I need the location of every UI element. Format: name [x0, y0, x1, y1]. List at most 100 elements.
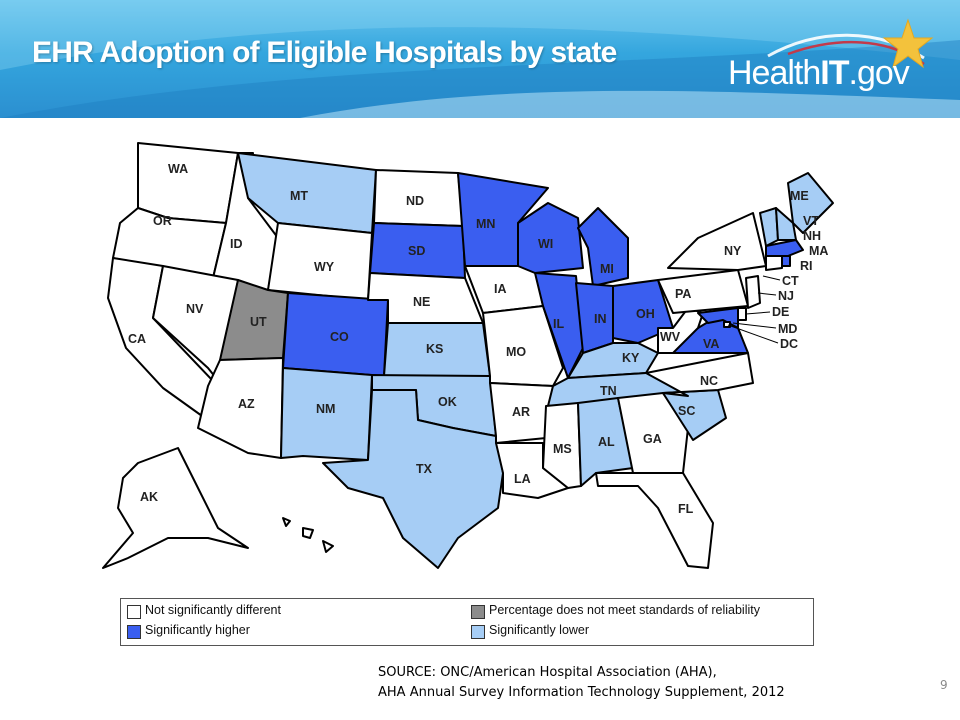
- state-wa: [137, 142, 239, 224]
- logo-text-health: Health: [728, 54, 821, 92]
- state-de: [737, 307, 747, 321]
- legend-label-not-different: Not significantly different: [145, 603, 281, 617]
- label-wa: WA: [168, 162, 188, 176]
- label-nd: ND: [406, 194, 424, 208]
- label-ut: UT: [250, 315, 267, 329]
- state-nj: [745, 275, 761, 309]
- label-ak: AK: [140, 490, 158, 504]
- us-map: WA OR CA ID NV MT WY UT AZ CO NM ND SD N…: [102, 142, 834, 569]
- logo-text-it: IT: [820, 54, 849, 92]
- leader-lines: [727, 275, 781, 344]
- star-icon: [882, 18, 934, 69]
- label-ga: GA: [643, 432, 662, 446]
- state-hi: [282, 517, 334, 553]
- label-ky: KY: [622, 351, 640, 365]
- label-wv: WV: [660, 330, 681, 344]
- logo-text: HealthIT.gov: [728, 54, 910, 93]
- label-nh: NH: [803, 229, 821, 243]
- label-mt: MT: [290, 189, 308, 203]
- label-sc: SC: [678, 404, 695, 418]
- healthit-logo: HealthIT.gov: [728, 18, 948, 98]
- label-ma: MA: [809, 244, 828, 258]
- label-wy: WY: [314, 260, 335, 274]
- label-dc: DC: [780, 337, 798, 351]
- source-note: SOURCE: ONC/American Hospital Associatio…: [378, 663, 785, 703]
- label-nm: NM: [316, 402, 335, 416]
- label-ia: IA: [494, 282, 507, 296]
- state-ny: [667, 212, 767, 271]
- legend-label-lower: Significantly lower: [489, 623, 590, 637]
- state-dc: [723, 321, 731, 328]
- state-ak: [102, 447, 249, 569]
- label-fl: FL: [678, 502, 694, 516]
- state-al: [577, 397, 634, 487]
- label-ne: NE: [413, 295, 430, 309]
- label-la: LA: [514, 472, 531, 486]
- state-ga: [617, 392, 689, 474]
- label-ct: CT: [782, 274, 799, 288]
- state-labels: WA OR CA ID NV MT WY UT AZ CO NM ND SD N…: [128, 162, 828, 516]
- state-fl: [595, 472, 714, 569]
- legend-swatch-higher: [127, 625, 141, 639]
- state-wi: [517, 202, 584, 274]
- state-ms: [542, 402, 582, 489]
- label-ok: OK: [438, 395, 457, 409]
- page-number: 9: [940, 678, 948, 692]
- label-nv: NV: [186, 302, 204, 316]
- label-or: OR: [153, 214, 172, 228]
- label-ar: AR: [512, 405, 530, 419]
- state-tx: [322, 389, 504, 569]
- logo-graphic: [767, 18, 934, 69]
- label-il: IL: [553, 317, 564, 331]
- state-ar: [489, 382, 554, 444]
- label-me: ME: [790, 189, 809, 203]
- label-nc: NC: [700, 374, 718, 388]
- label-al: AL: [598, 435, 615, 449]
- label-ca: CA: [128, 332, 146, 346]
- legend-label-unreliable: Percentage does not meet standards of re…: [489, 603, 760, 617]
- state-me: [787, 172, 834, 234]
- state-mi: [577, 207, 629, 287]
- label-sd: SD: [408, 244, 425, 258]
- header-swoosh: [0, 0, 960, 118]
- label-ri: RI: [800, 259, 813, 273]
- logo-text-gov: .gov: [848, 54, 910, 92]
- label-ks: KS: [426, 342, 443, 356]
- legend-swatch-not-different: [127, 605, 141, 619]
- label-nj: NJ: [778, 289, 794, 303]
- legend-swatch-lower: [471, 625, 485, 639]
- state-nm: [280, 367, 373, 461]
- label-in: IN: [594, 312, 607, 326]
- source-line-2: AHA Annual Survey Information Technology…: [378, 685, 785, 700]
- state-vt: [759, 207, 779, 247]
- label-wi: WI: [538, 237, 553, 251]
- label-mn: MN: [476, 217, 495, 231]
- state-la: [495, 442, 569, 499]
- label-oh: OH: [636, 307, 655, 321]
- state-ma: [765, 239, 804, 257]
- state-pa: [657, 269, 749, 314]
- source-line-1: SOURCE: ONC/American Hospital Associatio…: [378, 665, 717, 680]
- label-co: CO: [330, 330, 349, 344]
- label-md: MD: [778, 322, 797, 336]
- state-il: [534, 272, 584, 379]
- label-az: AZ: [238, 397, 255, 411]
- label-de: DE: [772, 305, 789, 319]
- label-ms: MS: [553, 442, 572, 456]
- label-vt: VT: [803, 214, 819, 228]
- label-ny: NY: [724, 244, 742, 258]
- label-tx: TX: [416, 462, 433, 476]
- state-ri: [781, 255, 791, 267]
- label-mo: MO: [506, 345, 526, 359]
- slide-title: EHR Adoption of Eligible Hospitals by st…: [32, 36, 617, 69]
- legend-swatch-unreliable: [471, 605, 485, 619]
- label-mi: MI: [600, 262, 614, 276]
- state-wv: [657, 307, 704, 354]
- map-legend: Not significantly different Percentage d…: [120, 598, 814, 646]
- state-ct: [765, 255, 783, 271]
- label-tn: TN: [600, 384, 617, 398]
- legend-label-higher: Significantly higher: [145, 623, 250, 637]
- label-pa: PA: [675, 287, 691, 301]
- label-id: ID: [230, 237, 243, 251]
- label-va: VA: [703, 337, 719, 351]
